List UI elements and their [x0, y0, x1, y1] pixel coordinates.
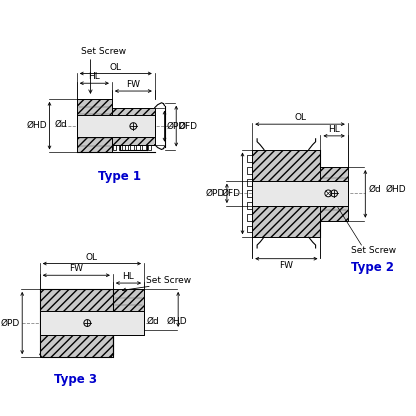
Text: Ød: Ød — [54, 120, 67, 129]
Text: OL: OL — [110, 62, 122, 72]
Bar — [320, 167, 348, 220]
Text: FW: FW — [126, 80, 140, 89]
Text: OL: OL — [294, 113, 306, 122]
Text: ØFD: ØFD — [178, 121, 197, 131]
Text: FW: FW — [280, 261, 293, 270]
Bar — [40, 289, 113, 357]
Text: ØPD: ØPD — [1, 319, 20, 327]
Text: ØPD: ØPD — [206, 189, 225, 198]
Text: ØPD: ØPD — [166, 121, 186, 131]
Text: Set Screw: Set Screw — [81, 47, 126, 56]
Bar — [252, 181, 348, 206]
Bar — [113, 289, 144, 330]
Bar — [112, 108, 155, 145]
Text: ØHD: ØHD — [386, 185, 406, 194]
Text: FW: FW — [69, 264, 83, 273]
Bar — [77, 115, 155, 137]
Text: OL: OL — [86, 253, 98, 262]
Text: HL: HL — [328, 125, 340, 134]
Text: ØHD: ØHD — [27, 121, 47, 130]
Bar — [77, 99, 112, 152]
Text: Type 2: Type 2 — [351, 261, 394, 274]
Text: HL: HL — [89, 72, 100, 81]
Text: Type 1: Type 1 — [98, 170, 141, 183]
Text: ØHD: ØHD — [166, 317, 187, 326]
Text: ØFD: ØFD — [222, 189, 240, 198]
Bar — [40, 311, 144, 335]
Text: Set Screw: Set Screw — [351, 246, 396, 255]
Text: Ød: Ød — [368, 185, 381, 194]
Text: Type 3: Type 3 — [54, 373, 97, 386]
Text: Ød: Ød — [147, 317, 160, 326]
Bar — [252, 149, 320, 237]
Circle shape — [325, 190, 332, 197]
Text: Set Screw: Set Screw — [146, 276, 191, 285]
Text: HL: HL — [123, 272, 134, 281]
